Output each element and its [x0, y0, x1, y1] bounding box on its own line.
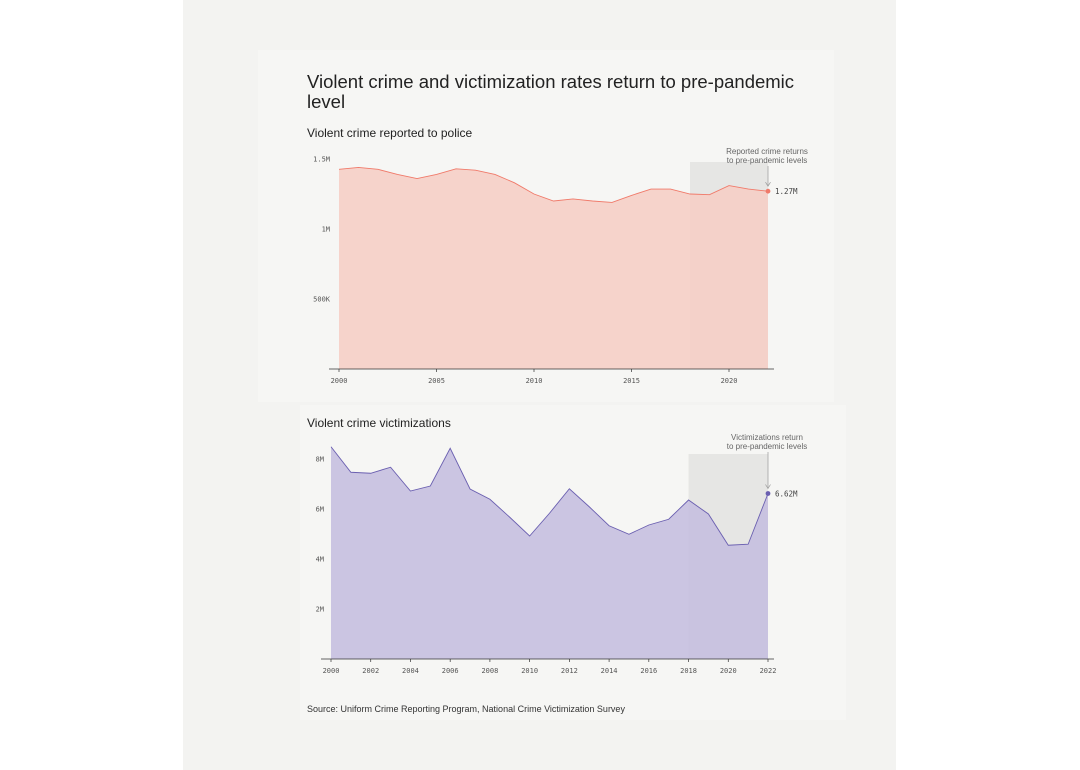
y-tick-label: 6M — [316, 506, 324, 514]
end-point-reported — [765, 188, 771, 194]
x-tick-label: 2020 — [721, 377, 738, 385]
x-tick-label: 2010 — [521, 667, 538, 675]
x-tick-label: 2005 — [428, 377, 445, 385]
y-tick-label: 1M — [322, 226, 330, 234]
x-tick-label: 2000 — [331, 377, 348, 385]
x-tick-label: 2020 — [720, 667, 737, 675]
annotation-text: Victimizations return — [731, 433, 803, 442]
annotation-text: to pre-pandemic levels — [727, 442, 807, 451]
x-tick-label: 2022 — [760, 667, 777, 675]
y-tick-label: 500K — [313, 296, 331, 304]
arrow-head-icon — [765, 182, 771, 187]
x-tick-label: 2014 — [601, 667, 618, 675]
line-reported — [338, 166, 769, 203]
x-tick-label: 2015 — [623, 377, 640, 385]
x-tick-label: 2006 — [442, 667, 459, 675]
annotation-text: Reported crime returns — [726, 147, 808, 156]
x-tick-label: 2010 — [526, 377, 543, 385]
source-note: Source: Uniform Crime Reporting Program,… — [307, 704, 625, 714]
end-point-victim — [765, 491, 771, 496]
x-tick-label: 2012 — [561, 667, 578, 675]
chart-title-reported: Violent crime reported to police — [307, 126, 473, 140]
end-value-label: 6.62M — [775, 490, 798, 499]
x-tick-label: 2002 — [362, 667, 379, 675]
y-tick-label: 1.5M — [313, 156, 330, 164]
annotation-text: to pre-pandemic levels — [727, 156, 807, 165]
area-reported — [339, 167, 768, 369]
x-tick-label: 2008 — [481, 667, 498, 675]
area-victim — [331, 446, 768, 659]
page-title: Violent crime and victimization rates re… — [307, 71, 795, 112]
x-tick-label: 2004 — [402, 667, 419, 675]
end-value-label: 1.27M — [775, 187, 798, 196]
y-tick-label: 4M — [316, 556, 324, 564]
x-tick-label: 2000 — [323, 667, 340, 675]
arrow-head-icon — [765, 484, 771, 490]
y-tick-label: 2M — [316, 606, 324, 614]
x-tick-label: 2016 — [640, 667, 657, 675]
chart-title-victimizations: Violent crime victimizations — [307, 416, 451, 430]
x-tick-label: 2018 — [680, 667, 697, 675]
y-tick-label: 8M — [316, 456, 324, 464]
line-victim — [330, 446, 769, 546]
